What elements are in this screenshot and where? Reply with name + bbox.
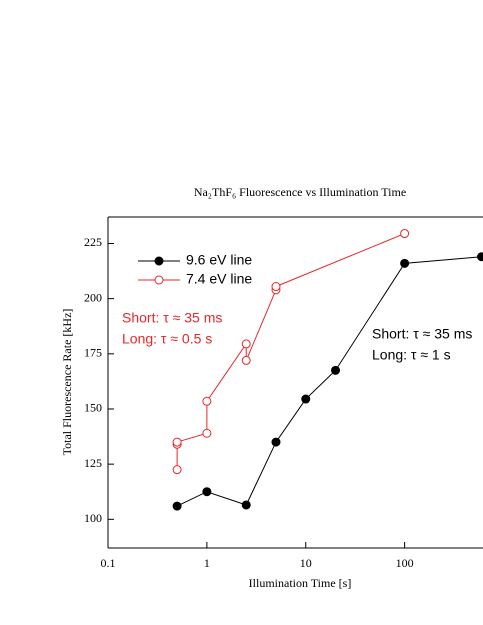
data-point xyxy=(400,258,410,268)
x-tick-label: 100 xyxy=(396,556,414,570)
data-point xyxy=(241,355,251,365)
data-point xyxy=(400,229,410,239)
y-tick-label: 225 xyxy=(84,235,102,249)
data-point xyxy=(202,487,212,497)
y-axis-label: Total Fluorescence Rate [kHz] xyxy=(60,309,74,456)
annotation: Long: τ ≈ 0.5 s xyxy=(122,331,212,347)
data-point xyxy=(172,501,182,511)
x-tick-label: 0.1 xyxy=(101,556,116,570)
legend-marker xyxy=(154,256,164,266)
data-point xyxy=(202,428,212,438)
data-point xyxy=(172,465,182,475)
x-tick-label: 1 xyxy=(204,556,210,570)
chart-title: Na₂ThF₆ Fluorescence vs Illumination Tim… xyxy=(194,185,406,199)
data-point xyxy=(202,396,212,406)
y-tick-label: 175 xyxy=(84,346,102,360)
legend-label: 7.4 eV line xyxy=(186,271,252,287)
legend-marker xyxy=(154,275,164,285)
legend-label: 9.6 eV line xyxy=(186,252,252,268)
annotation: Short: τ ≈ 35 ms xyxy=(372,326,472,342)
annotation: Short: τ ≈ 35 ms xyxy=(122,310,222,326)
x-axis-label: Illumination Time [s] xyxy=(249,576,352,590)
annotation: Long: τ ≈ 1 s xyxy=(372,347,451,363)
data-point xyxy=(477,252,483,262)
y-tick-label: 150 xyxy=(84,401,102,415)
data-point xyxy=(331,365,341,375)
x-tick-label: 10 xyxy=(300,556,312,570)
data-point xyxy=(241,500,251,510)
data-point xyxy=(301,394,311,404)
y-tick-label: 100 xyxy=(84,511,102,525)
y-tick-label: 125 xyxy=(84,456,102,470)
y-tick-label: 200 xyxy=(84,290,102,304)
data-point xyxy=(172,437,182,447)
data-point xyxy=(271,282,281,292)
data-point xyxy=(241,339,251,349)
data-point xyxy=(271,437,281,447)
series-line xyxy=(176,256,482,507)
